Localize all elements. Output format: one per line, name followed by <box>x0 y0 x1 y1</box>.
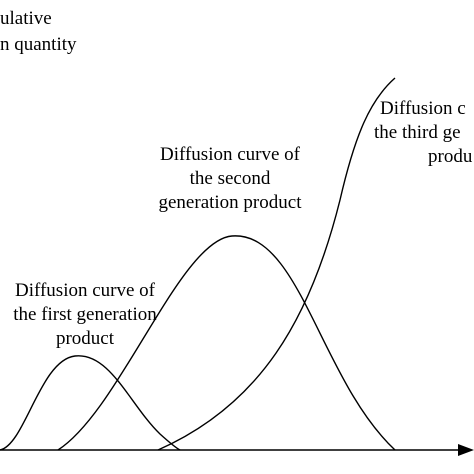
second-generation-label-line3: generation product <box>158 192 302 213</box>
third-generation-label-line1: Diffusion c <box>380 98 466 119</box>
y-axis-label: ulative n quantity <box>0 7 77 57</box>
second-generation-label-line2: the second <box>189 168 271 189</box>
first-generation-label-line1: Diffusion curve of <box>14 280 155 301</box>
first-generation-curve <box>0 355 181 451</box>
second-generation-curve <box>57 235 396 451</box>
second-generation-label: Diffusion curve of the second generation… <box>140 143 320 215</box>
first-generation-label-line2: the first generation <box>13 304 157 325</box>
third-generation-curve <box>157 77 396 451</box>
second-generation-label-line1: Diffusion curve of <box>159 144 300 165</box>
y-axis-label-line2: n quantity <box>0 34 77 55</box>
x-axis-arrowhead <box>458 444 474 456</box>
y-axis-label-line1: ulative <box>0 8 52 29</box>
first-generation-label-line3: product <box>55 328 115 349</box>
first-generation-label: Diffusion curve of the first generation … <box>0 279 170 351</box>
third-generation-label: Diffusion c the third ge produ <box>374 97 473 169</box>
third-generation-label-line2: the third ge <box>374 122 461 143</box>
third-generation-label-line3: produ <box>428 146 473 167</box>
